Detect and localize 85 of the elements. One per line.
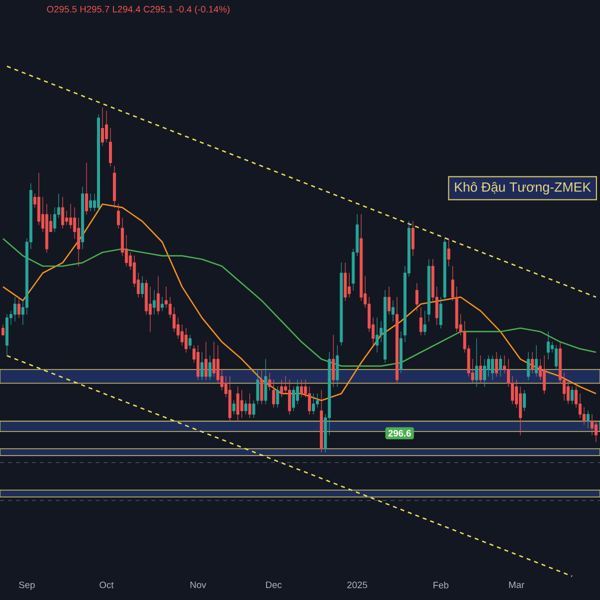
candlestick [522,390,526,412]
x-tick-label: Feb [434,582,448,588]
candlestick [312,393,315,415]
chart-subtitle: O295.5 H295.7 L294.4 C295.1 -0.4 (-0.14%) [47,6,230,14]
candlestick [204,342,208,380]
candlestick [13,296,16,322]
candlestick [332,334,335,388]
candlestick [244,400,248,415]
candlestick [542,355,546,394]
candlestick [184,328,188,353]
candlestick [396,296,399,384]
candlestick [288,380,292,415]
candlestick [300,380,303,398]
candlestick [61,196,64,229]
candlestick [376,318,379,353]
candlestick [475,338,478,388]
candlestick [483,358,486,388]
text: Khô Đậu Tương-ZMEK [455,182,591,194]
candlestick [152,290,156,315]
candlestick [236,386,240,422]
x-tick-label: Mar [509,582,524,588]
candlestick [5,314,8,356]
candlestick [415,283,418,312]
x-tick-label: Dec [266,582,282,588]
candlestick [1,324,4,336]
candlestick [499,355,502,377]
candlestick [100,107,104,146]
candlestick [423,310,426,336]
x-tick-label: Nov [190,582,206,588]
candlestick [264,358,268,404]
candlestick [439,296,442,328]
annotation: 296.6 [388,430,411,437]
candlestick [419,307,422,336]
candlestick [248,393,252,418]
candlestick [17,296,20,318]
candlestick [495,352,498,377]
candlestick [546,331,550,360]
candlestick [108,128,112,167]
candlestick [392,300,395,322]
candlestick [112,166,116,208]
candlestick [388,286,391,315]
candlestick [400,331,402,374]
candlestick [491,355,494,380]
candlestick [260,369,264,404]
candlestick [411,221,414,256]
candlestick [85,162,88,215]
candlestick [268,372,272,390]
candlestick [116,204,120,229]
candlestick [200,352,204,380]
candlestick [81,186,84,250]
candlestick [196,345,200,380]
candlestick [228,376,232,422]
candlestick [443,238,446,301]
candlestick [208,355,212,380]
candlestick [554,345,558,370]
candlestick [586,410,590,428]
candlestick [340,262,343,346]
candlestick [156,276,160,315]
candlestick [427,258,430,322]
x-tick-label: Sep [19,582,35,590]
candlestick [384,290,387,363]
candlestick [336,345,339,388]
candlestick [188,334,192,350]
candlestick [256,369,260,404]
candlestick [320,390,323,452]
candlestick [232,400,236,415]
candlestick [140,276,144,298]
candlestick [530,352,534,374]
candlestick [104,110,108,142]
candlestick [160,296,164,312]
candlestick [479,355,482,384]
candlestick [240,390,244,418]
candlestick [280,380,284,398]
candlestick [344,262,347,301]
candlestick [534,345,538,377]
candlestick [252,400,256,418]
candlestick [97,114,100,212]
candlestick [272,380,276,408]
candlestick [526,352,530,380]
x-tick-label: 2025 [347,582,368,588]
candlestick [570,386,574,404]
x-tick-label: Oct [100,582,114,588]
candlestick [276,386,280,408]
candlestick [447,238,450,266]
candlestick [89,193,92,212]
